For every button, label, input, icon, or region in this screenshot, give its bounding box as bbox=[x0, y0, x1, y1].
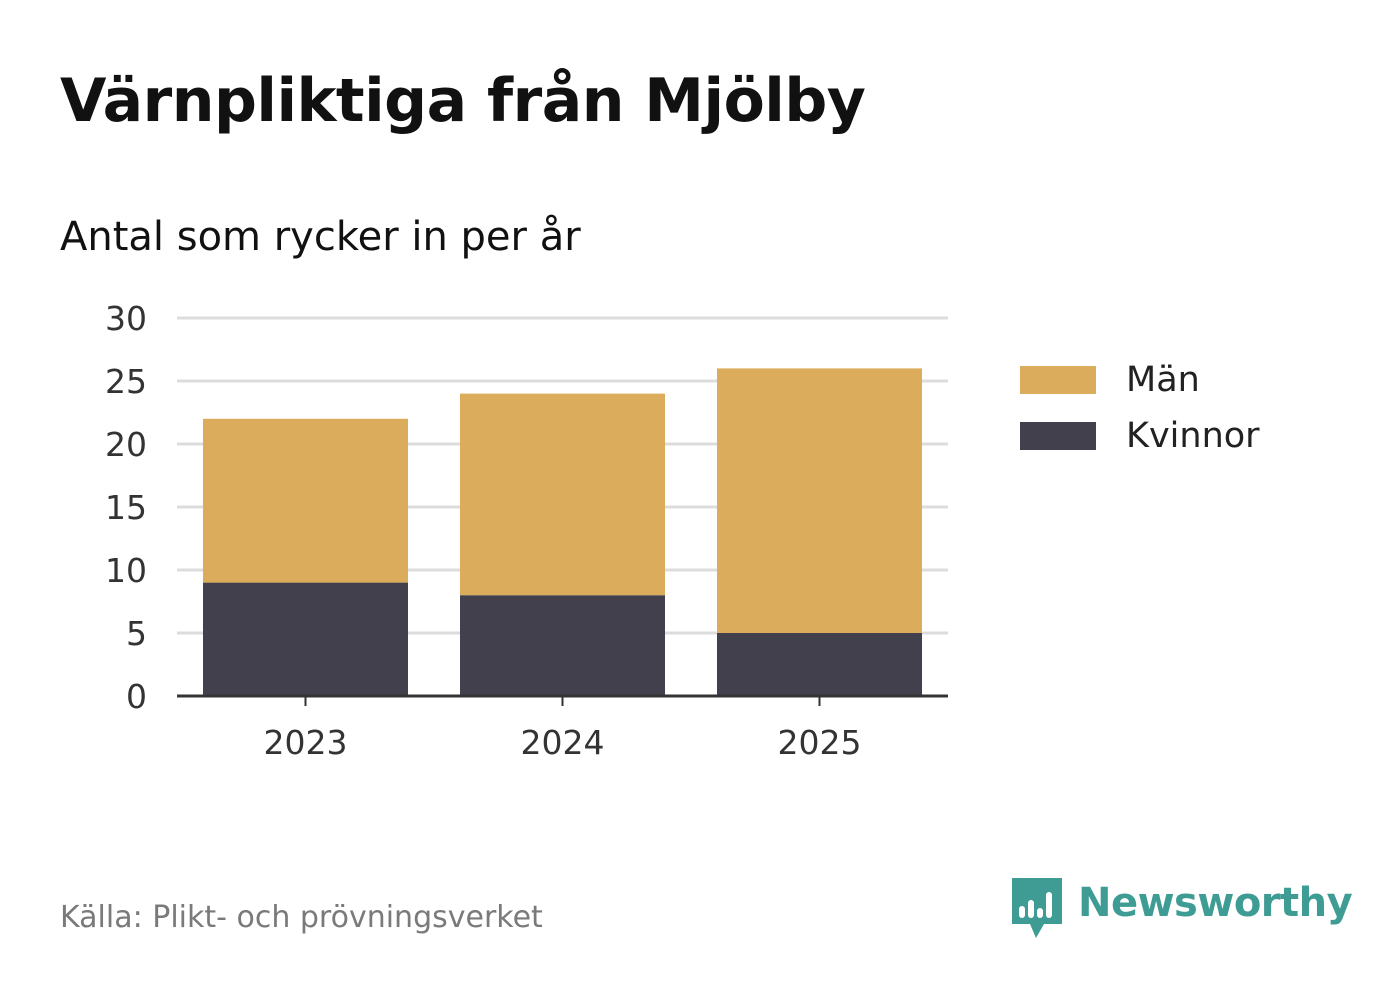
y-tick-label: 10 bbox=[105, 551, 147, 590]
legend-item-man: Män bbox=[1020, 352, 1260, 408]
y-tick-label: 30 bbox=[105, 299, 147, 338]
newsworthy-logo-icon bbox=[1012, 878, 1062, 938]
bar-män-2023 bbox=[203, 418, 408, 583]
bar-män-2024 bbox=[460, 393, 665, 596]
y-tick-label: 0 bbox=[126, 677, 147, 716]
bar-män-2025 bbox=[717, 368, 922, 633]
chart-title: Värnpliktiga från Mjölby bbox=[60, 66, 866, 136]
bar-kvinnor-2025 bbox=[717, 633, 922, 696]
bar-kvinnor-2023 bbox=[203, 582, 408, 696]
chart-subtitle: Antal som rycker in per år bbox=[60, 214, 581, 260]
y-tick-label: 5 bbox=[126, 614, 147, 653]
brand-logo: Newsworthy bbox=[1012, 878, 1353, 940]
bar-kvinnor-2024 bbox=[460, 595, 665, 696]
brand-name: Newsworthy bbox=[1078, 880, 1353, 926]
x-tick-label: 2023 bbox=[264, 723, 348, 762]
legend-swatch bbox=[1020, 422, 1096, 450]
legend-swatch bbox=[1020, 366, 1096, 394]
y-tick-label: 25 bbox=[105, 362, 147, 401]
x-tick-label: 2025 bbox=[778, 723, 862, 762]
y-tick-label: 20 bbox=[105, 425, 147, 464]
legend-label: Män bbox=[1126, 360, 1200, 400]
legend-item-kvinnor: Kvinnor bbox=[1020, 408, 1260, 464]
source-note: Källa: Plikt- och prövningsverket bbox=[60, 900, 543, 935]
legend: Män Kvinnor bbox=[1020, 352, 1260, 464]
y-tick-label: 15 bbox=[105, 488, 147, 527]
legend-label: Kvinnor bbox=[1126, 416, 1260, 456]
bars bbox=[203, 368, 922, 696]
x-tick-label: 2024 bbox=[521, 723, 605, 762]
